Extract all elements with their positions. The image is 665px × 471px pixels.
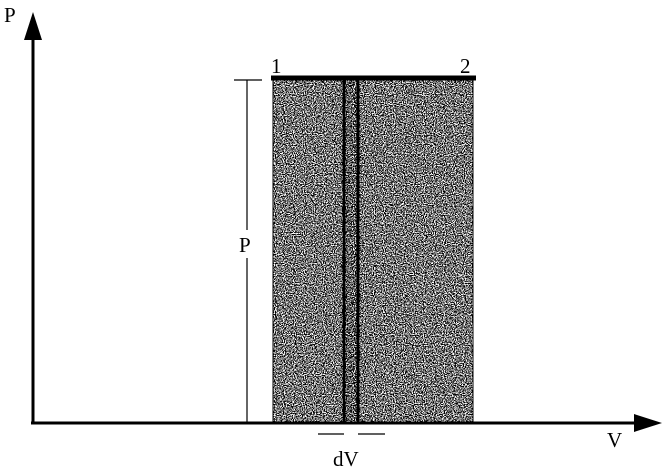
- state-1-label: 1: [271, 54, 282, 78]
- pressure-axis-label: P: [4, 3, 16, 27]
- pressure-label-gap: [240, 230, 254, 258]
- work-area-shading: [273, 78, 473, 422]
- volume-axis-arrowhead: [634, 414, 662, 432]
- volume-element-label: dV: [333, 447, 359, 471]
- pressure-magnitude-label: P: [239, 233, 251, 257]
- dv-strip: [344, 78, 358, 422]
- volume-axis-label: V: [607, 428, 622, 452]
- state-2-label: 2: [460, 54, 471, 78]
- pressure-axis-arrowhead: [24, 12, 42, 40]
